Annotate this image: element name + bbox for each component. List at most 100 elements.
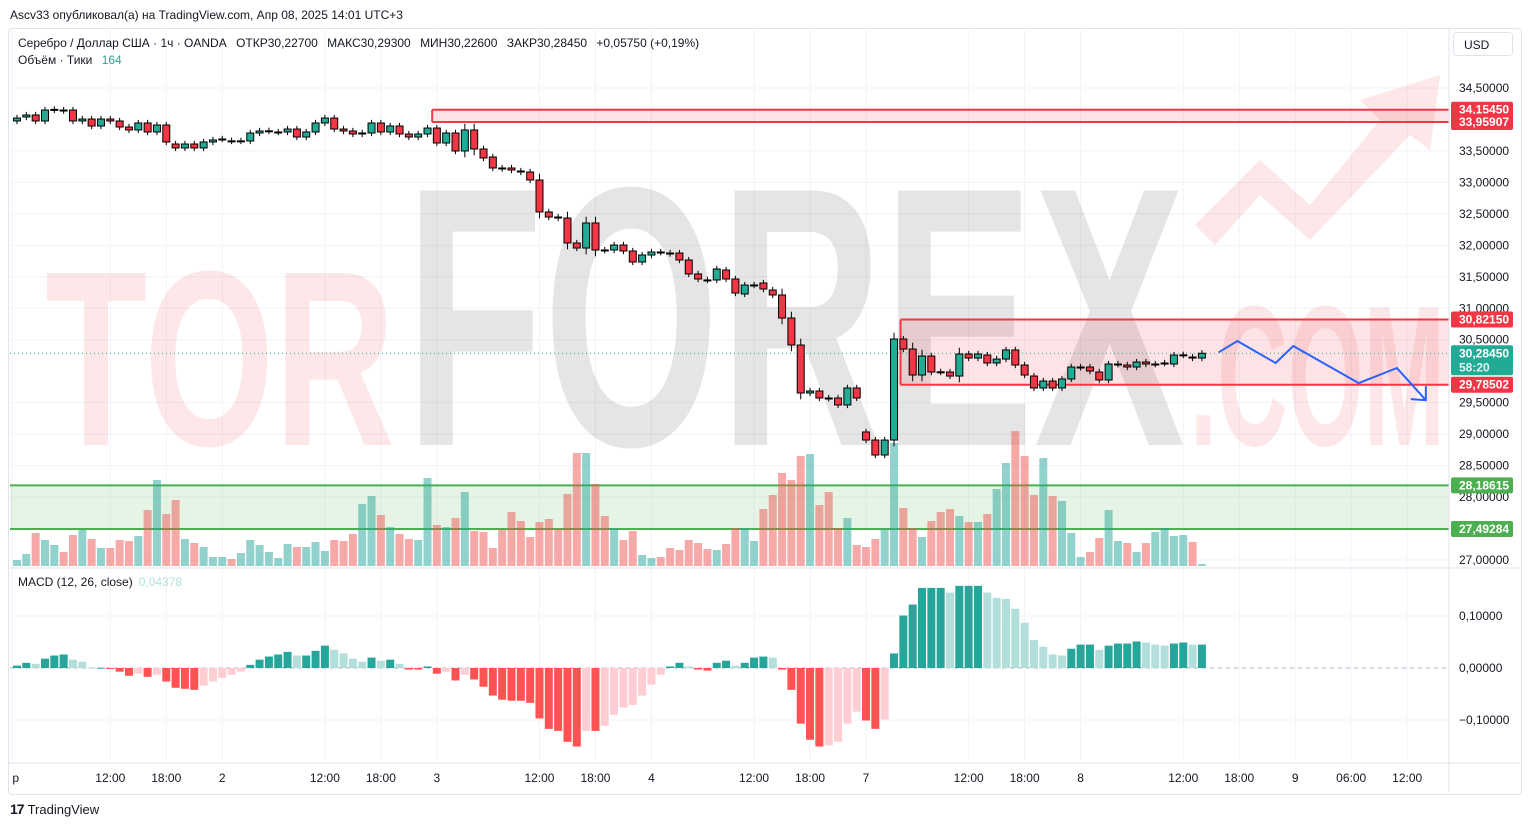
volume-bar <box>1169 536 1178 566</box>
macd-histogram-bar <box>255 659 264 668</box>
volume-bar <box>432 525 441 566</box>
candle-body <box>1085 366 1094 372</box>
macd-histogram-bar <box>395 663 404 668</box>
macd-histogram-bar <box>554 668 563 731</box>
volume-bar <box>796 456 805 566</box>
volume-bar <box>544 519 553 566</box>
volume-bar <box>124 541 133 566</box>
time-tick-label: 12:00 <box>524 771 554 785</box>
watermark-com: .COM <box>1190 265 1445 488</box>
candle-body <box>582 222 591 249</box>
zone-price-tag: 28,18615 <box>1459 478 1509 492</box>
time-tick-label: 12:00 <box>1168 771 1198 785</box>
zone-price-tag-bg <box>1451 520 1513 537</box>
tradingview-logo-text: TradingView <box>27 801 100 817</box>
volume-bar <box>208 557 217 566</box>
macd-histogram-bar <box>404 668 413 670</box>
macd-histogram-bar <box>292 655 301 668</box>
candle-body <box>600 249 609 252</box>
currency-button[interactable]: USD <box>1453 32 1513 56</box>
price-tick-label: 29,00000 <box>1459 427 1509 441</box>
macd-legend[interactable]: MACD (12, 26, close) 0,04378 <box>18 575 182 589</box>
candle-body <box>376 122 385 133</box>
macd-histogram-bar <box>862 668 871 721</box>
macd-histogram-bar <box>432 668 441 674</box>
symbol-name[interactable]: Серебро / Доллар США · 1ч · OANDA <box>18 36 227 50</box>
volume-bar <box>1104 510 1113 566</box>
candle-body <box>479 148 488 159</box>
candle-body <box>1001 349 1010 360</box>
volume-bar <box>1048 496 1057 566</box>
candle-body <box>1179 354 1188 357</box>
price-tick-label: 27,00000 <box>1459 553 1509 567</box>
candle-body <box>190 143 199 149</box>
zone-price-tag: 29,78502 <box>1459 378 1509 392</box>
volume-bar <box>936 512 945 566</box>
macd-histogram-bar <box>78 661 87 668</box>
zone-range <box>900 319 1449 385</box>
candle-body <box>834 397 843 406</box>
candle-body <box>134 122 143 131</box>
volume-bar <box>488 548 497 566</box>
projection-path <box>1218 339 1427 401</box>
macd-histogram-bar <box>488 668 497 696</box>
candle-body <box>1197 352 1206 359</box>
time-tick-label: 2 <box>219 771 226 785</box>
ohlc-low: МИН30,22600 <box>420 36 498 50</box>
watermark-tor: TOR <box>45 219 395 498</box>
macd-histogram-bar <box>115 668 124 672</box>
candle-body <box>815 390 824 399</box>
volume-bar <box>992 489 1001 566</box>
macd-histogram-bar <box>1001 598 1010 668</box>
candle-body <box>516 170 525 173</box>
macd-histogram-bar <box>218 668 227 678</box>
candle-body <box>488 156 497 169</box>
price-tick-label: 33,00000 <box>1459 175 1509 189</box>
candle-body <box>311 122 320 133</box>
candle-body <box>722 269 731 280</box>
tradingview-logo[interactable]: 17 TradingView <box>10 801 99 817</box>
volume-bar <box>302 547 311 566</box>
volume-bar <box>171 500 180 566</box>
macd-histogram-bar <box>740 662 749 668</box>
volume-bar <box>283 544 292 566</box>
macd-histogram-bar <box>339 653 348 668</box>
volume-bar <box>731 528 740 566</box>
volume-legend-label[interactable]: Объём · Тики <box>18 53 93 67</box>
volume-bar <box>423 478 432 566</box>
volume-bar <box>918 537 927 566</box>
macd-histogram-bar <box>647 668 656 685</box>
candle-body <box>106 118 115 122</box>
volume-bar <box>563 494 572 566</box>
candle-body <box>330 117 339 130</box>
candle-body <box>750 284 759 287</box>
candle-body <box>927 355 936 373</box>
candle-body <box>283 128 292 133</box>
candle-body <box>787 317 796 346</box>
macd-histogram-bar <box>516 668 525 701</box>
macd-histogram-bar <box>283 651 292 668</box>
candle-body <box>759 282 768 290</box>
macd-histogram-bar <box>628 668 637 705</box>
candle-body <box>712 268 721 281</box>
macd-histogram-bar <box>470 668 479 680</box>
volume-bar <box>1132 552 1141 566</box>
macd-histogram-bar <box>1197 644 1206 668</box>
volume-bar <box>50 545 59 566</box>
macd-histogram-bar <box>246 664 255 668</box>
volume-bar <box>320 551 329 566</box>
zone-price-tag-bg <box>1451 101 1513 118</box>
volume-bar <box>582 453 591 566</box>
candle-body <box>955 353 964 377</box>
macd-histogram-bar <box>1141 642 1150 668</box>
symbol-legend: Серебро / Доллар США · 1ч · OANDA ОТКР30… <box>18 35 705 69</box>
volume-bar <box>787 480 796 566</box>
volume-bar <box>871 539 880 566</box>
macd-histogram-bar <box>656 668 665 675</box>
candle-body <box>171 143 180 149</box>
macd-histogram-bar <box>694 668 703 670</box>
macd-histogram-bar <box>591 668 600 731</box>
macd-histogram-bar <box>666 666 675 668</box>
candle-body <box>908 348 917 376</box>
